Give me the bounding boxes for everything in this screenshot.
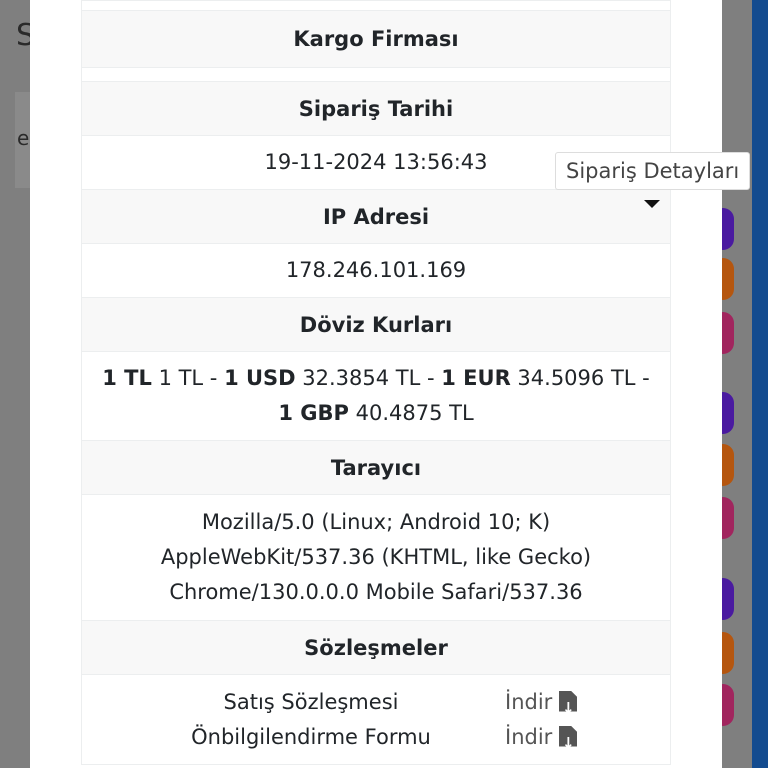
currency-rate: 1 TL -: [151, 366, 225, 390]
currency-unit: 1 GBP: [278, 401, 349, 425]
ip-value: 178.246.101.169: [81, 243, 671, 298]
currency-rate: 40.4875 TL: [348, 401, 474, 425]
file-download-icon[interactable]: [559, 690, 577, 712]
contracts-header: Sözleşmeler: [81, 620, 671, 675]
browser-header: Tarayıcı: [81, 440, 671, 495]
contracts-value: Satış Sözleşmesi İndir Önbilgilendirme F…: [81, 674, 671, 765]
file-download-icon[interactable]: [559, 725, 577, 747]
ip-header: IP Adresi: [81, 189, 671, 244]
currency-rate: 32.3854 TL -: [295, 366, 442, 390]
browser-line: Mozilla/5.0 (Linux; Android 10; K): [201, 510, 551, 534]
download-label[interactable]: İndir: [505, 689, 553, 714]
browser-value: Mozilla/5.0 (Linux; Android 10; K) Apple…: [81, 494, 671, 621]
background-sidebar: [752, 0, 768, 768]
cargo-header: Kargo Firması: [81, 10, 671, 68]
cargo-value: [81, 67, 671, 82]
currency-unit: 1 EUR: [441, 366, 511, 390]
currency-value: 1 TL 1 TL - 1 USD 32.3854 TL - 1 EUR 34.…: [81, 351, 671, 441]
contract-name: Önbilgilendirme Formu: [191, 724, 431, 749]
download-link[interactable]: İndir: [476, 685, 606, 720]
contract-name: Satış Sözleşmesi: [223, 689, 399, 714]
tooltip-arrow-icon: [644, 200, 660, 208]
background-text-fragment: e: [17, 126, 30, 150]
browser-line: AppleWebKit/537.36 (KHTML, like Gecko): [160, 545, 592, 569]
download-label[interactable]: İndir: [505, 724, 553, 749]
currency-unit: 1 USD: [224, 366, 296, 390]
contract-row: Satış Sözleşmesi İndir: [92, 685, 660, 720]
currency-header: Döviz Kurları: [81, 297, 671, 352]
download-link[interactable]: İndir: [476, 720, 606, 755]
currency-unit: 1 TL: [102, 366, 152, 390]
order-details-table: Kargo Firması Sipariş Tarihi 19-11-2024 …: [81, 0, 671, 765]
order-date-header: Sipariş Tarihi: [81, 81, 671, 136]
contract-row: Önbilgilendirme Formu İndir: [92, 720, 660, 755]
browser-line: Chrome/130.0.0.0 Mobile Safari/537.36: [169, 580, 583, 604]
tooltip: Sipariş Detayları: [555, 152, 751, 190]
currency-rate: 34.5096 TL -: [510, 366, 650, 390]
